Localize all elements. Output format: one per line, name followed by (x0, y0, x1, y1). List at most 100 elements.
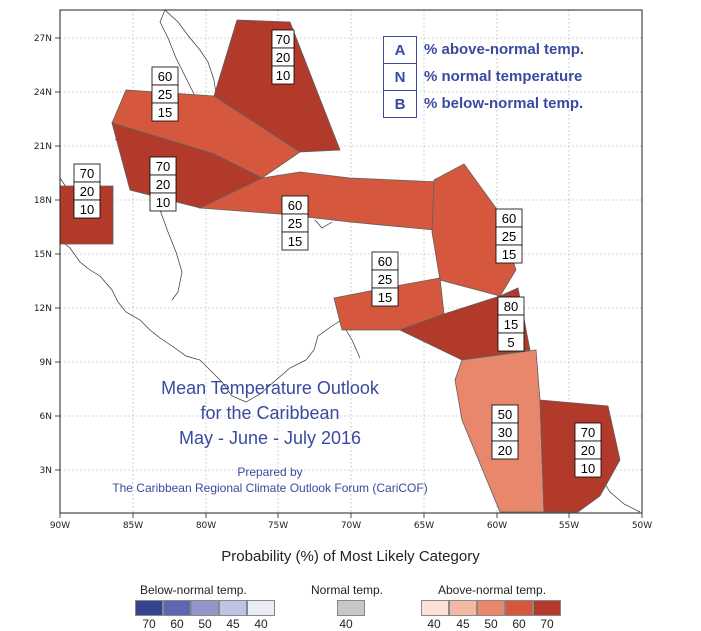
colorbar-value: 60 (170, 617, 184, 631)
title-line-1: Mean Temperature Outlook (161, 378, 379, 398)
x-tick-label: 65W (414, 521, 434, 531)
swatch-below-40 (247, 600, 275, 616)
prob-above: 70 (156, 159, 170, 174)
prob-normal: 30 (498, 425, 512, 440)
prob-normal: 25 (158, 87, 172, 102)
region-bahamas-north (213, 19, 341, 153)
prob-above: 60 (158, 69, 172, 84)
swatch-above-40 (421, 600, 449, 616)
x-tick-label: 90W (50, 521, 70, 531)
colorbar-above-label: Above-normal temp. (438, 583, 547, 597)
x-tick-label: 70W (341, 521, 361, 531)
outlook-map: 90W 85W 80W 75W 70W 65W 60W 55W 50W 27N … (34, 9, 652, 531)
prob-below: 15 (502, 247, 516, 262)
prob-above: 50 (498, 407, 512, 422)
title-line-2: for the Caribbean (200, 403, 340, 423)
prob-below: 15 (288, 234, 302, 249)
colorbar-value: 40 (427, 617, 441, 631)
x-tick-labels: 90W 85W 80W 75W 70W 65W 60W 55W 50W (50, 521, 652, 531)
prob-below: 15 (378, 290, 392, 305)
prob-box-bahamas-north: 70 20 10 (271, 29, 295, 85)
prob-below: 10 (581, 461, 595, 476)
prob-box-guyana: 50 30 20 (491, 404, 519, 460)
colorbar-value: 70 (540, 617, 554, 631)
prob-box-abc-islands: 60 25 15 (371, 251, 399, 307)
x-tick-label: 50W (632, 521, 652, 531)
x-tick-label: 80W (196, 521, 216, 531)
prob-below: 5 (507, 335, 514, 350)
colorbar-value: 60 (512, 617, 526, 631)
prob-normal: 25 (288, 216, 302, 231)
swatch-above-60 (505, 600, 533, 616)
key-text-above: % above-normal temp. (424, 41, 585, 58)
prob-box-hispaniola-pr: 60 25 15 (281, 195, 309, 251)
prob-normal: 15 (504, 317, 518, 332)
prepared-line-2: The Caribbean Regional Climate Outlook F… (112, 481, 428, 495)
swatch-normal-40 (337, 600, 365, 616)
prob-below: 10 (80, 202, 94, 217)
x-tick-label: 75W (268, 521, 288, 531)
y-tick-label: 15N (34, 250, 52, 260)
prob-above: 60 (502, 211, 516, 226)
key-letter-n: N (383, 63, 417, 91)
prob-above: 60 (288, 198, 302, 213)
prepared-line-1: Prepared by (237, 465, 303, 479)
y-tick-label: 3N (40, 466, 52, 476)
y-tick-label: 21N (34, 142, 52, 152)
y-tick-label: 27N (34, 34, 52, 44)
prob-above: 70 (581, 425, 595, 440)
swatch-above-45 (449, 600, 477, 616)
prob-above: 60 (378, 254, 392, 269)
prob-normal: 20 (156, 177, 170, 192)
colorbar-heading: Probability (%) of Most Likely Category (221, 548, 480, 565)
prob-below: 20 (498, 443, 512, 458)
colorbar-value: 45 (226, 617, 240, 631)
y-tick-label: 9N (40, 358, 52, 368)
y-tick-label: 12N (34, 304, 52, 314)
colorbar-value: 50 (484, 617, 498, 631)
prob-box-suriname-guiana: 70 20 10 (574, 422, 602, 478)
x-tick-label: 60W (487, 521, 507, 531)
x-tick-label: 55W (559, 521, 579, 531)
prob-below: 15 (158, 105, 172, 120)
y-tick-label: 6N (40, 412, 52, 422)
prob-normal: 20 (276, 50, 290, 65)
x-tick-label: 85W (123, 521, 143, 531)
y-tick-label: 24N (34, 88, 52, 98)
region-leeward-islands (431, 163, 517, 297)
swatch-below-60 (163, 600, 191, 616)
colorbar-value: 45 (456, 617, 470, 631)
prob-above: 80 (504, 299, 518, 314)
swatch-below-70 (135, 600, 163, 616)
key-letter-a: A (383, 36, 417, 64)
colorbar-value: 50 (198, 617, 212, 631)
prob-box-trinidad-windward: 80 15 5 (497, 296, 525, 352)
swatch-below-45 (219, 600, 247, 616)
prob-above: 70 (80, 166, 94, 181)
colorbar-value: 40 (339, 617, 353, 631)
key-text-normal: % normal temperature (424, 68, 583, 85)
colorbar-value: 40 (254, 617, 268, 631)
y-tick-labels: 27N 24N 21N 18N 15N 12N 9N 6N 3N (34, 34, 52, 476)
prob-below: 10 (156, 195, 170, 210)
prob-above: 70 (276, 32, 290, 47)
y-tick-label: 18N (34, 196, 52, 206)
title-line-3: May - June - July 2016 (178, 428, 362, 448)
colorbar-below-label: Below-normal temp. (140, 583, 247, 597)
prob-normal: 25 (502, 229, 516, 244)
probability-boxes: 70 20 10 60 25 15 70 20 10 70 20 10 60 2… (73, 29, 602, 478)
swatch-above-70 (533, 600, 561, 616)
colorbar-normal-label: Normal temp. (311, 583, 384, 597)
key-text-below: % below-normal temp. (424, 95, 584, 112)
prob-box-cuba-west: 60 25 15 (151, 66, 179, 122)
swatch-below-50 (191, 600, 219, 616)
prob-box-cuba-east-jamaica: 70 20 10 (149, 156, 177, 212)
prob-normal: 20 (80, 184, 94, 199)
prob-normal: 20 (581, 443, 595, 458)
key-letter-b: B (383, 90, 417, 118)
prob-box-belize: 70 20 10 (73, 163, 101, 219)
colorbar-value: 70 (142, 617, 156, 631)
prob-box-leeward-islands: 60 25 15 (495, 208, 523, 264)
prob-below: 10 (276, 68, 290, 83)
prob-normal: 25 (378, 272, 392, 287)
